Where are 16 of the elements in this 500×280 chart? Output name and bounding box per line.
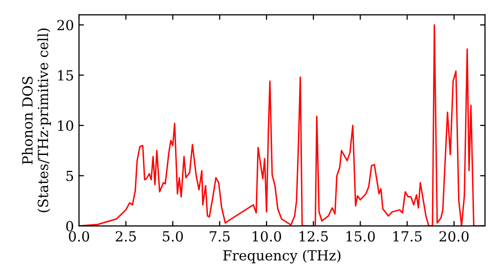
y-tick-label: 10 xyxy=(58,120,74,131)
y-tick-label: 5 xyxy=(66,170,74,182)
x-tick-label: 5.0 xyxy=(162,231,183,242)
x-tick-label: 12.5 xyxy=(300,231,328,242)
x-tick-label: 10.0 xyxy=(252,231,282,242)
y-tick-label: 20 xyxy=(57,20,74,30)
x-tick-label: 20.0 xyxy=(440,231,469,242)
y-axis-title: Phonon DOS (States/THz·primitive cell) xyxy=(22,28,51,212)
x-tick-label: 7.5 xyxy=(210,231,230,242)
y-tick-label: 15 xyxy=(58,70,74,81)
y-tick-label: 0 xyxy=(66,220,74,232)
x-tick-label: 17.5 xyxy=(393,231,422,242)
x-tick-label: 0.0 xyxy=(68,231,90,242)
x-tick-label: 2.5 xyxy=(116,231,136,242)
x-axis-title: Frequency (THz) xyxy=(223,250,340,264)
x-tick-label: 15.0 xyxy=(346,231,375,242)
